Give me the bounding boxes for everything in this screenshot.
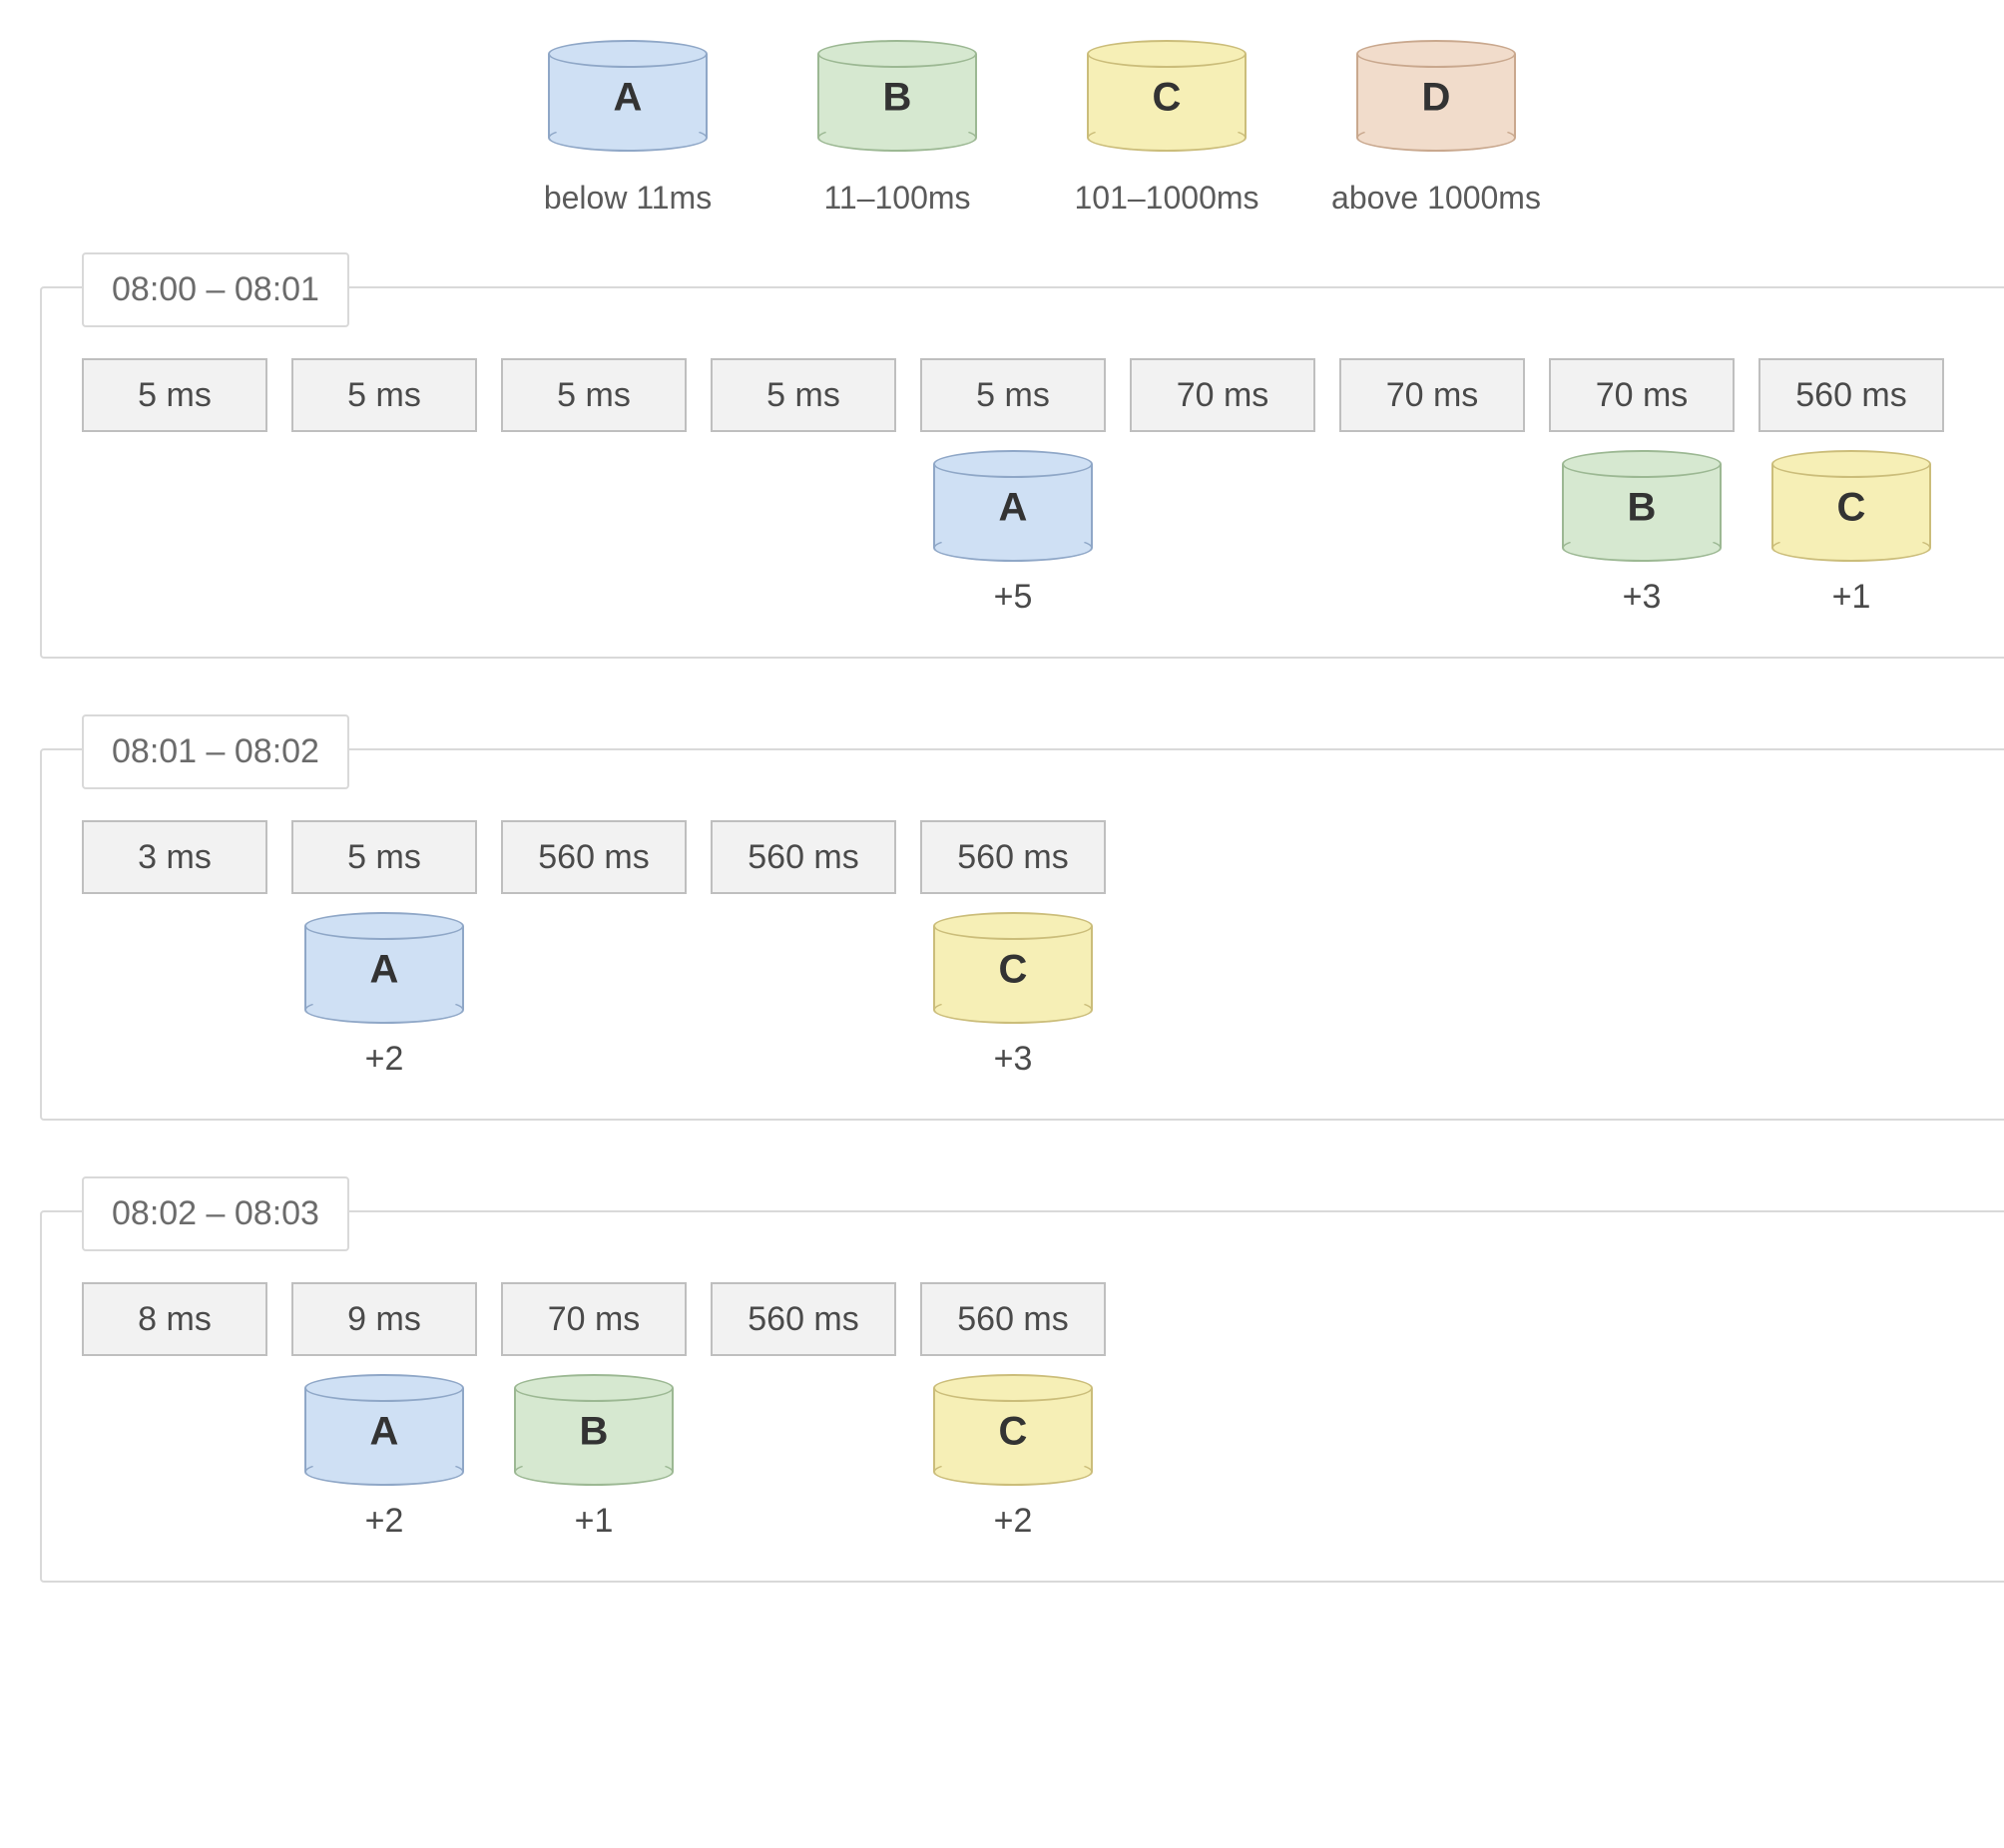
bucket-label: C: [933, 948, 1093, 993]
latency-chip: 8 ms: [82, 1282, 267, 1356]
bucket-label: C: [1087, 76, 1247, 121]
legend: Abelow 11ms B 11–100ms C 101–1000ms Dabove 10…: [30, 40, 2004, 217]
bucket-label: A: [304, 1410, 464, 1455]
sample-slot: 70 ms B +3: [1549, 358, 1735, 617]
time-window: 08:00 – 08:015 ms5 ms5 ms5 ms5 msA+570 m…: [40, 286, 2004, 659]
legend-caption: 11–100ms: [823, 180, 970, 217]
latency-chip: 560 ms: [501, 820, 687, 894]
time-window-title: 08:02 – 08:03: [82, 1176, 349, 1251]
bucket-label: D: [1356, 76, 1516, 121]
latency-chip: 560 ms: [1758, 358, 1944, 432]
sample-slot: 3 ms: [82, 820, 267, 1079]
bucket-count: +1: [575, 1502, 614, 1541]
latency-chip: 3 ms: [82, 820, 267, 894]
latency-chip: 9 ms: [291, 1282, 477, 1356]
sample-slot: 5 ms: [501, 358, 687, 617]
latency-chip: 5 ms: [82, 358, 267, 432]
bucket-count: +2: [365, 1502, 404, 1541]
latency-chip: 5 ms: [291, 358, 477, 432]
sample-slot: 5 ms A +2: [291, 820, 477, 1079]
bucket-drop: B +3: [1562, 450, 1722, 617]
bucket-drop: B +1: [514, 1374, 674, 1541]
sample-row: 3 ms 5 ms A +2 560 ms 560 ms 560 ms C +3: [82, 820, 1982, 1079]
legend-caption: below 11ms: [544, 180, 712, 217]
bucket-drop: C +2: [933, 1374, 1093, 1541]
sample-row: 8 ms 9 ms A +2 70 ms B +1 560 ms 560 ms C +2: [82, 1282, 1982, 1541]
sample-row: 5 ms 5 ms 5 ms 5 ms 5 ms A +5 70 ms 70 ms 70 ms B +…: [82, 358, 1982, 617]
bucket-c-icon: C: [933, 1374, 1093, 1486]
sample-slot: 70 ms: [1339, 358, 1525, 617]
bucket-a-icon: A: [304, 912, 464, 1024]
time-window-title: 08:00 – 08:01: [82, 252, 349, 327]
bucket-drop: A +2: [304, 1374, 464, 1541]
bucket-label: A: [933, 486, 1093, 531]
latency-chip: 5 ms: [711, 358, 896, 432]
sample-slot: 70 ms: [1130, 358, 1315, 617]
legend-item-a: Abelow 11ms: [523, 40, 733, 217]
bucket-count: +2: [365, 1040, 404, 1079]
bucket-count: +1: [1832, 578, 1871, 617]
legend-item-d: Dabove 1000ms: [1331, 40, 1541, 217]
bucket-label: C: [933, 1410, 1093, 1455]
bucket-count: +3: [1623, 578, 1662, 617]
bucket-count: +5: [994, 578, 1033, 617]
sample-slot: 560 ms: [711, 820, 896, 1079]
bucket-c-icon: C: [1087, 40, 1247, 152]
bucket-a-icon: A: [304, 1374, 464, 1486]
bucket-label: B: [817, 76, 977, 121]
legend-item-b: B 11–100ms: [792, 40, 1002, 217]
sample-slot: 560 ms C +1: [1758, 358, 1944, 617]
bucket-drop: A +2: [304, 912, 464, 1079]
time-window: 08:02 – 08:038 ms9 msA+270 msB+1560 ms56…: [40, 1210, 2004, 1583]
sample-slot: 70 ms B +1: [501, 1282, 687, 1541]
time-window-title: 08:01 – 08:02: [82, 714, 349, 789]
legend-caption: 101–1000ms: [1074, 180, 1258, 217]
bucket-label: B: [1562, 486, 1722, 531]
bucket-a-icon: A: [933, 450, 1093, 562]
bucket-drop: C +3: [933, 912, 1093, 1079]
sample-slot: 5 ms: [291, 358, 477, 617]
bucket-d-icon: D: [1356, 40, 1516, 152]
bucket-label: A: [304, 948, 464, 993]
latency-chip: 70 ms: [501, 1282, 687, 1356]
bucket-label: C: [1771, 486, 1931, 531]
bucket-count: +2: [994, 1502, 1033, 1541]
bucket-drop: A +5: [933, 450, 1093, 617]
latency-chip: 5 ms: [501, 358, 687, 432]
latency-chip: 5 ms: [920, 358, 1106, 432]
sample-slot: 560 ms C +3: [920, 820, 1106, 1079]
sample-slot: 5 ms A +5: [920, 358, 1106, 617]
sample-slot: 9 ms A +2: [291, 1282, 477, 1541]
bucket-b-icon: B: [817, 40, 977, 152]
sample-slot: 8 ms: [82, 1282, 267, 1541]
sample-slot: 560 ms: [501, 820, 687, 1079]
bucket-c-icon: C: [933, 912, 1093, 1024]
sample-slot: 5 ms: [711, 358, 896, 617]
bucket-c-icon: C: [1771, 450, 1931, 562]
bucket-label: A: [548, 76, 708, 121]
legend-caption: above 1000ms: [1331, 180, 1541, 217]
latency-chip: 560 ms: [711, 1282, 896, 1356]
latency-chip: 70 ms: [1549, 358, 1735, 432]
bucket-label: B: [514, 1410, 674, 1455]
bucket-a-icon: A: [548, 40, 708, 152]
latency-chip: 560 ms: [711, 820, 896, 894]
sample-slot: 560 ms: [711, 1282, 896, 1541]
bucket-count: +3: [994, 1040, 1033, 1079]
bucket-b-icon: B: [514, 1374, 674, 1486]
latency-chip: 70 ms: [1339, 358, 1525, 432]
sample-slot: 560 ms C +2: [920, 1282, 1106, 1541]
legend-item-c: C 101–1000ms: [1062, 40, 1271, 217]
bucket-b-icon: B: [1562, 450, 1722, 562]
sample-slot: 5 ms: [82, 358, 267, 617]
bucket-drop: C +1: [1771, 450, 1931, 617]
time-window: 08:01 – 08:023 ms5 msA+2560 ms560 ms560 …: [40, 748, 2004, 1121]
latency-chip: 560 ms: [920, 1282, 1106, 1356]
latency-chip: 5 ms: [291, 820, 477, 894]
latency-chip: 560 ms: [920, 820, 1106, 894]
latency-chip: 70 ms: [1130, 358, 1315, 432]
